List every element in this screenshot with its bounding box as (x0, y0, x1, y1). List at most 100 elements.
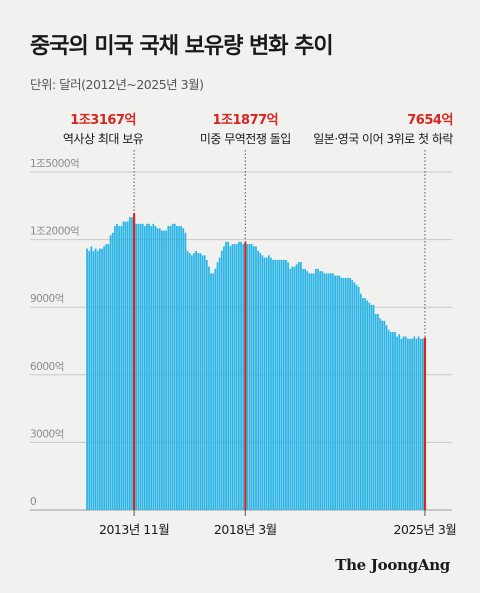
bar (193, 253, 195, 510)
bar (394, 331, 396, 510)
bar (396, 336, 399, 510)
bar (240, 241, 242, 510)
bar (338, 275, 341, 510)
bar (308, 273, 311, 510)
bar (201, 255, 204, 510)
bar (404, 336, 407, 510)
bar (259, 253, 262, 510)
bar (122, 221, 125, 510)
bar (214, 268, 217, 510)
bar (120, 226, 123, 510)
bar (99, 248, 101, 511)
bar (255, 246, 257, 511)
bar (94, 248, 97, 511)
bar (139, 223, 142, 510)
highlight-bar (423, 337, 427, 510)
bar (355, 284, 358, 510)
bar (148, 223, 150, 510)
bar (289, 268, 292, 510)
bar (246, 244, 249, 511)
bar (317, 268, 319, 510)
bar (124, 221, 127, 510)
bar (353, 282, 356, 510)
bar (105, 244, 108, 511)
bar (173, 223, 176, 510)
bar (280, 259, 283, 510)
bar (242, 244, 245, 511)
brand-logo: The JoongAng (335, 556, 450, 574)
bar (184, 232, 187, 510)
bar (276, 259, 279, 510)
bars (86, 213, 427, 511)
bar (319, 271, 322, 510)
bar (146, 223, 148, 510)
bar (205, 259, 208, 510)
bar (372, 304, 375, 510)
bar (291, 266, 294, 510)
bar (103, 246, 106, 511)
bar (195, 250, 197, 510)
bar (359, 293, 362, 510)
bar (306, 271, 309, 510)
bar (278, 259, 281, 510)
y-tick-label: 3000억 (30, 428, 64, 440)
bar (379, 318, 381, 510)
bar (186, 250, 189, 510)
bar (227, 241, 230, 510)
bar (417, 336, 420, 510)
bar (225, 241, 227, 510)
bar (402, 336, 405, 510)
bar (409, 338, 411, 510)
bar (135, 223, 138, 510)
y-tick-label: 0 (30, 496, 36, 508)
bar (267, 255, 270, 510)
bar (282, 259, 285, 510)
bar (248, 244, 251, 511)
bar (421, 338, 424, 510)
x-tick-label: 2013년 11월 (99, 522, 169, 537)
bar (180, 226, 183, 510)
bar (165, 230, 168, 510)
bar (169, 226, 172, 510)
bar (90, 246, 93, 511)
chart-title: 중국의 미국 국채 보유량 변화 추이 (30, 34, 334, 59)
bar (188, 253, 191, 510)
bar (321, 271, 324, 510)
bar (150, 226, 153, 510)
bar (126, 221, 129, 510)
bar (347, 277, 349, 510)
bar (336, 275, 339, 510)
annotation-value: 1조1877억 (212, 113, 278, 128)
y-tick-label: 6000억 (30, 361, 64, 373)
bar (263, 257, 266, 510)
bar (285, 259, 287, 510)
bar (334, 275, 336, 510)
bar (143, 226, 146, 510)
bar (332, 273, 334, 510)
bar (111, 232, 114, 510)
bar (109, 235, 112, 510)
bar (362, 298, 364, 510)
bar (377, 313, 379, 510)
bar (374, 313, 377, 510)
bar (250, 244, 253, 511)
bar (235, 244, 238, 511)
bar (118, 226, 121, 510)
bar (357, 286, 360, 510)
bar (197, 253, 200, 510)
bar (128, 217, 131, 510)
bar (161, 230, 163, 510)
bar (218, 257, 221, 510)
bar (223, 246, 225, 511)
bar (383, 320, 386, 510)
bar (163, 230, 165, 510)
bar (342, 277, 345, 510)
bar (295, 264, 298, 510)
bar (86, 248, 88, 511)
x-tick-label: 2025년 3월 (394, 522, 457, 537)
bar (391, 331, 394, 510)
bar (370, 304, 373, 510)
bar (304, 268, 307, 510)
bar (329, 273, 332, 510)
